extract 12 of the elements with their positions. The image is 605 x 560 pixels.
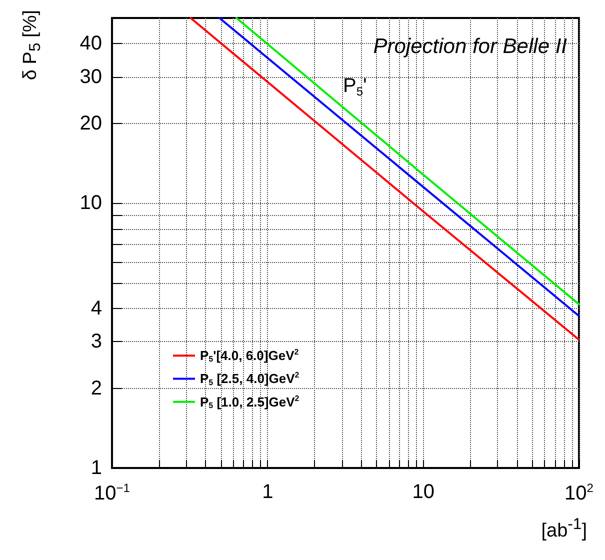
y-tick-label: 4 <box>90 298 102 320</box>
x-tick-label: 10 <box>412 481 434 503</box>
y-tick-label: 2 <box>90 377 102 400</box>
y-tick-label: 40 <box>80 32 102 55</box>
y-tick-label: 1 <box>90 457 102 479</box>
annotation: Projection for Belle II <box>373 35 568 58</box>
y-tick-label: 10 <box>80 192 102 214</box>
x-tick-label: 1 <box>262 481 274 503</box>
y-tick-label: 20 <box>80 112 102 134</box>
y-tick-label: 3 <box>90 330 102 353</box>
y-tick-label: 30 <box>80 66 102 88</box>
x-axis-title: [ab$^{-1}$] <box>541 515 587 542</box>
